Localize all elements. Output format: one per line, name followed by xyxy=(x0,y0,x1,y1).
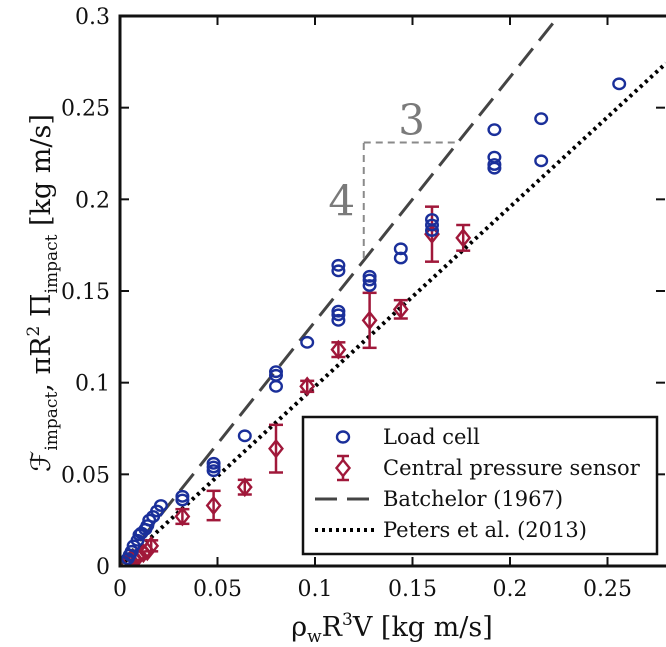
load-cell-point xyxy=(300,335,315,349)
load-cell-point xyxy=(487,123,502,137)
y-tick-label: 0.2 xyxy=(75,188,110,213)
y-tick-label: 0.3 xyxy=(75,5,110,30)
load-cell-point xyxy=(425,218,440,232)
legend-label: Peters et al. (2013) xyxy=(383,518,587,542)
load-cell-point xyxy=(393,242,408,256)
x-axis-label-part: [kg m/s] xyxy=(372,612,492,643)
y-axis-label: ℱimpact, πR2 Πimpact [kg m/s] xyxy=(24,114,62,472)
batchelor-line xyxy=(120,16,560,566)
load-cell-point xyxy=(487,150,502,164)
y-axis-label-part: impact xyxy=(42,234,62,293)
legend-label: Batchelor (1967) xyxy=(383,487,563,511)
load-cell-point xyxy=(487,158,502,171)
y-tick-label: 0.05 xyxy=(61,463,110,488)
y-tick-label: 0.1 xyxy=(75,372,110,397)
load-cell-point xyxy=(175,489,190,503)
pressure-point xyxy=(299,376,316,397)
load-cell-point xyxy=(153,499,168,512)
pressure-point xyxy=(143,535,160,556)
load-cell-point xyxy=(206,456,221,470)
load-cell-point xyxy=(175,493,190,507)
axis-labels: ρwR3V [kg m/s]ℱimpact, πR2 Πimpact [kg m… xyxy=(24,114,493,647)
load-cell-point xyxy=(269,368,284,382)
slope-label-4: 4 xyxy=(328,176,355,225)
plot-clipped xyxy=(120,16,666,566)
legend-load-cell-marker xyxy=(335,430,351,444)
legend-label: Load cell xyxy=(383,425,480,449)
load-cell-point xyxy=(206,460,221,474)
y-tick-label: 0.25 xyxy=(61,97,110,122)
load-cell-point xyxy=(331,313,346,327)
load-cell-point xyxy=(140,519,155,533)
pressure-point xyxy=(392,299,409,320)
y-axis-label-part: impact xyxy=(42,392,62,451)
load-cell-point xyxy=(425,213,440,226)
plot-area: 34 xyxy=(120,16,666,566)
pressure-point xyxy=(330,339,347,360)
load-cell-point xyxy=(269,379,284,393)
y-axis-label-part: 2 xyxy=(24,326,44,337)
pressure-point xyxy=(236,477,253,498)
pressure-point xyxy=(424,224,440,245)
legend-box xyxy=(301,415,659,556)
load-cell-point xyxy=(237,429,252,443)
load-cell-point xyxy=(612,77,627,91)
x-tick-label: 0.15 xyxy=(388,577,437,602)
load-cell-point xyxy=(362,273,377,287)
load-cell-point xyxy=(331,308,346,322)
load-cell-point xyxy=(362,279,377,292)
x-tick-label: 0.2 xyxy=(493,577,528,602)
load-cell-point xyxy=(331,304,346,318)
legend: Load cell Central pressure sensor Batchelo… xyxy=(301,415,659,556)
load-cell-point xyxy=(331,258,346,272)
load-cell-point xyxy=(534,154,549,168)
legend-label: Central pressure sensor xyxy=(383,456,641,480)
x-tick-label: 0.1 xyxy=(298,577,333,602)
load-cell-point xyxy=(124,544,139,558)
pressure-point xyxy=(205,495,222,516)
x-axis-label-part: R xyxy=(322,612,343,643)
y-axis-label-part: Π xyxy=(26,293,57,325)
x-tick-label: 0.05 xyxy=(193,577,242,602)
pressure-point xyxy=(361,310,378,331)
pressure-point xyxy=(268,438,284,459)
peters-line xyxy=(120,61,666,566)
pressure-point xyxy=(174,506,191,527)
x-axis-label-part: V xyxy=(352,612,373,643)
x-tick-label: 0 xyxy=(113,577,127,602)
y-axis-label-part: R xyxy=(26,336,57,357)
load-cell-point xyxy=(393,251,408,265)
y-tick-label: 0.15 xyxy=(61,280,110,305)
load-cell-point xyxy=(331,264,346,278)
load-cell-point xyxy=(269,365,284,379)
y-tick-label: 0 xyxy=(96,555,110,580)
axes: 0 0.05 0.1 0.15 0.2 0.25 0 0.05 0.1 0.15 0.2 0.25 0.… xyxy=(61,5,666,602)
x-axis-label-part: 3 xyxy=(342,610,353,630)
y-axis-label-part: , π xyxy=(26,357,57,392)
x-axis-label-part: ρ xyxy=(291,612,307,643)
load-cell-point xyxy=(362,269,377,283)
x-axis-label: ρwR3V [kg m/s] xyxy=(291,610,493,647)
pressure-point xyxy=(455,227,472,248)
x-axis-label-part: w xyxy=(307,627,322,647)
x-tick-label: 0.25 xyxy=(583,577,632,602)
y-axis-label-group: ℱimpact, πR2 Πimpact [kg m/s] xyxy=(24,114,62,472)
y-axis-label-part: [kg m/s] xyxy=(26,114,57,234)
y-axis-label-part: ℱ xyxy=(26,451,57,472)
legend-pressure-marker xyxy=(334,458,352,478)
load-cell-point xyxy=(534,112,549,126)
load-cell-point xyxy=(206,464,221,478)
slope-label-3: 3 xyxy=(398,96,425,145)
